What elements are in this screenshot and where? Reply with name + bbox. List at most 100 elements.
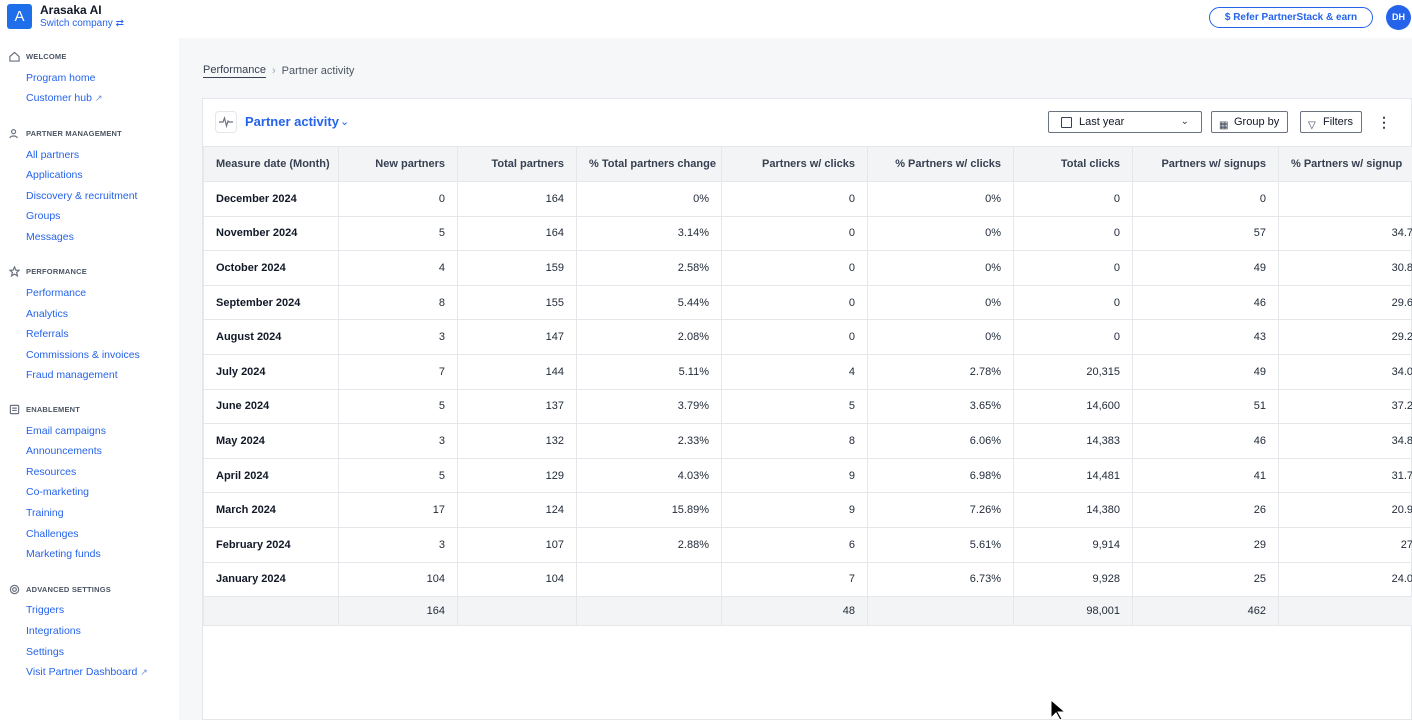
sidebar-item-commissions[interactable]: Commissions & invoices (26, 349, 140, 361)
sidebar-item-announcements[interactable]: Announcements (26, 445, 102, 457)
sidebar-item-analytics[interactable]: Analytics (26, 308, 69, 320)
table-row[interactable]: January 2024 104 104 7 6.73% 9,928 25 24.0 (203, 561, 1412, 598)
column-header[interactable]: New partners (338, 146, 458, 182)
external-link-icon: ↗ (140, 667, 148, 677)
date-range-select[interactable]: Last year ⌄ (1048, 111, 1202, 133)
table-row[interactable]: July 2024 7 144 5.11% 4 2.78% 20,315 49 34.0 (203, 353, 1412, 390)
sidebar-item-training[interactable]: Training (26, 507, 64, 519)
table-row[interactable]: February 2024 3 107 2.88% 6 5.61% 9,914 29 27 (203, 526, 1412, 563)
company-logo[interactable]: A (7, 4, 32, 29)
sidebar-item-email-campaigns[interactable]: Email campaigns (26, 425, 106, 437)
table-row[interactable]: May 2024 3 132 2.33% 8 6.06% 14,383 46 34.8 (203, 423, 1412, 459)
column-header[interactable]: % Partners w/ signup (1278, 146, 1412, 182)
switch-company-link[interactable]: Switch company ⇄ (40, 18, 124, 29)
column-header[interactable]: Total partners (457, 146, 577, 182)
sidebar-item-referrals[interactable]: Referrals (26, 328, 69, 340)
sidebar-item-discovery[interactable]: Discovery & recruitment (26, 190, 138, 202)
book-icon (9, 404, 20, 415)
column-header[interactable]: Total clicks (1013, 146, 1133, 182)
home-icon (9, 51, 20, 62)
table-row[interactable]: November 2024 5 164 3.14% 0 0% 0 57 34.7 (203, 215, 1412, 252)
sidebar-item-performance[interactable]: Performance (26, 287, 87, 299)
sidebar-section-welcome: WELCOME (9, 51, 67, 62)
data-table-container[interactable]: Measure date (Month) New partners Total … (203, 146, 1412, 720)
sidebar-item-messages[interactable]: Messages (26, 231, 74, 243)
column-header[interactable]: Measure date (Month) (203, 146, 339, 182)
column-header[interactable]: Partners w/ clicks (721, 146, 868, 182)
more-options-icon[interactable]: ⋮ (1377, 114, 1391, 130)
sidebar-item-applications[interactable]: Applications (26, 169, 83, 181)
sidebar-item-program-home[interactable]: Program home (26, 72, 96, 84)
table-cell (576, 561, 722, 598)
total-cell (576, 596, 722, 627)
column-header[interactable]: % Partners w/ clicks (867, 146, 1014, 182)
section-heading: PERFORMANCE (26, 267, 87, 276)
table-row[interactable]: December 2024 0 164 0% 0 0% 0 0 (203, 181, 1412, 217)
sidebar-item-triggers[interactable]: Triggers (26, 604, 65, 616)
report-title-dropdown[interactable]: Partner activity (245, 114, 339, 129)
breadcrumb-performance[interactable]: Performance (203, 64, 266, 78)
total-cell (867, 596, 1014, 627)
table-cell: 6 (721, 526, 868, 563)
table-row[interactable]: March 2024 17 124 15.89% 9 7.26% 14,380 26 20.9 (203, 492, 1412, 528)
group-by-button[interactable]: ▦ Group by (1211, 111, 1289, 133)
sidebar-section-performance: PERFORMANCE (9, 266, 87, 277)
users-icon (9, 129, 18, 139)
table-row[interactable]: September 2024 8 155 5.44% 0 0% 0 46 29.6 (203, 284, 1412, 321)
sidebar-section-enablement: ENABLEMENT (9, 404, 80, 415)
sidebar-item-customer-hub[interactable]: Customer hub ↗ (26, 92, 103, 104)
sidebar-item-integrations[interactable]: Integrations (26, 625, 81, 637)
sidebar-item-groups[interactable]: Groups (26, 210, 61, 222)
table-cell: 29.6 (1278, 284, 1412, 321)
table-cell: 9,928 (1013, 561, 1133, 598)
table-cell: 0% (867, 319, 1014, 355)
table-cell: 34.0 (1278, 353, 1412, 390)
row-month-cell: June 2024 (203, 388, 339, 425)
sidebar-item-marketing-funds[interactable]: Marketing funds (26, 548, 101, 560)
table-cell: 159 (457, 250, 577, 286)
sidebar: WELCOME Program home Customer hub ↗ PARTN… (0, 38, 179, 720)
table-cell: 29 (1132, 526, 1279, 563)
row-month-cell: January 2024 (203, 561, 339, 598)
sidebar-item-resources[interactable]: Resources (26, 466, 77, 478)
table-row[interactable]: August 2024 3 147 2.08% 0 0% 0 43 29.2 (203, 319, 1412, 355)
table-header-row: Measure date (Month) New partners Total … (203, 146, 1412, 182)
total-cell: 48 (721, 596, 868, 627)
refer-partnerstack-button[interactable]: $ Refer PartnerStack & earn (1209, 7, 1373, 28)
column-header[interactable]: % Total partners change (576, 146, 722, 182)
table-cell: 6.73% (867, 561, 1014, 598)
table-cell: 8 (721, 423, 868, 459)
filters-button[interactable]: ▽ Filters (1300, 111, 1362, 133)
table-cell: 0 (338, 181, 458, 217)
sidebar-item-visit-partner-dashboard[interactable]: Visit Partner Dashboard ↗ (26, 666, 148, 678)
table-cell: 3.65% (867, 388, 1014, 425)
table-cell: 0 (721, 181, 868, 217)
table-cell: 0% (867, 215, 1014, 252)
sidebar-item-settings[interactable]: Settings (26, 646, 64, 658)
totals-row: 164 48 98,001 462 (203, 596, 1412, 627)
sidebar-item-challenges[interactable]: Challenges (26, 528, 79, 540)
table-cell: 2.08% (576, 319, 722, 355)
table-cell: 132 (457, 423, 577, 459)
table-row[interactable]: October 2024 4 159 2.58% 0 0% 0 49 30.8 (203, 250, 1412, 286)
sidebar-item-fraud-management[interactable]: Fraud management (26, 369, 118, 381)
sidebar-item-co-marketing[interactable]: Co-marketing (26, 486, 90, 498)
table-cell: 5 (338, 388, 458, 425)
table-cell: 5.44% (576, 284, 722, 321)
table-cell: 49 (1132, 250, 1279, 286)
sidebar-item-all-partners[interactable]: All partners (26, 149, 80, 161)
sidebar-section-partner-management: PARTNER MANAGEMENT (9, 128, 122, 139)
total-cell: 164 (338, 596, 458, 627)
table-cell: 49 (1132, 353, 1279, 390)
table-cell: 3 (338, 526, 458, 563)
chevron-down-icon[interactable]: ⌄ (340, 116, 350, 128)
table-cell: 2.78% (867, 353, 1014, 390)
table-cell: 14,383 (1013, 423, 1133, 459)
column-header[interactable]: Partners w/ signups (1132, 146, 1279, 182)
row-month-cell: August 2024 (203, 319, 339, 355)
table-cell: 0 (1013, 181, 1133, 217)
user-avatar[interactable]: DH (1386, 5, 1411, 30)
table-row[interactable]: June 2024 5 137 3.79% 5 3.65% 14,600 51 37.2 (203, 388, 1412, 425)
table-row[interactable]: April 2024 5 129 4.03% 9 6.98% 14,481 41 31.7 (203, 457, 1412, 494)
table-cell: 24.0 (1278, 561, 1412, 598)
